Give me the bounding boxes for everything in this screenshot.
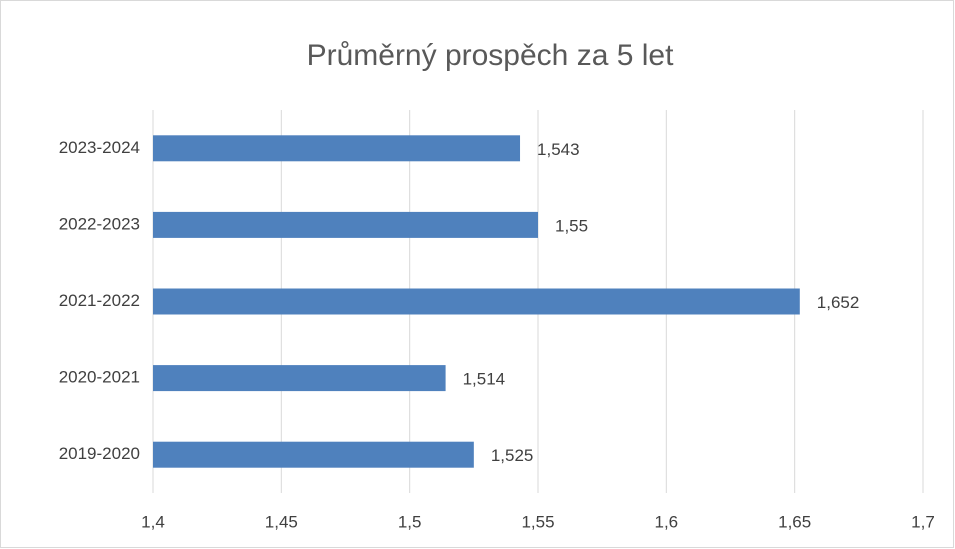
- bar: [153, 441, 474, 468]
- chart-title: Průměrný prospěch za 5 let: [307, 39, 675, 72]
- bar: [153, 288, 800, 315]
- bar: [153, 135, 521, 162]
- value-label: 1,525: [491, 446, 534, 465]
- bar: [153, 211, 538, 238]
- value-label: 1,514: [463, 370, 506, 389]
- x-tick-label: 1,6: [655, 512, 679, 531]
- x-tick-label: 1,65: [778, 512, 811, 531]
- x-tick-label: 1,4: [141, 512, 165, 531]
- x-tick-label: 1,7: [911, 512, 935, 531]
- y-tick-label: 2019-2020: [59, 444, 140, 463]
- y-tick-label: 2022-2023: [59, 214, 140, 233]
- value-label: 1,55: [555, 216, 588, 235]
- y-tick-label: 2023-2024: [59, 138, 140, 157]
- value-label: 1,652: [817, 293, 860, 312]
- y-tick-label: 2020-2021: [59, 368, 140, 387]
- bar: [153, 365, 446, 392]
- x-tick-label: 1,5: [398, 512, 422, 531]
- y-tick-label: 2021-2022: [59, 291, 140, 310]
- x-tick-label: 1,55: [521, 512, 554, 531]
- x-tick-label: 1,45: [265, 512, 298, 531]
- value-label: 1,543: [537, 140, 580, 159]
